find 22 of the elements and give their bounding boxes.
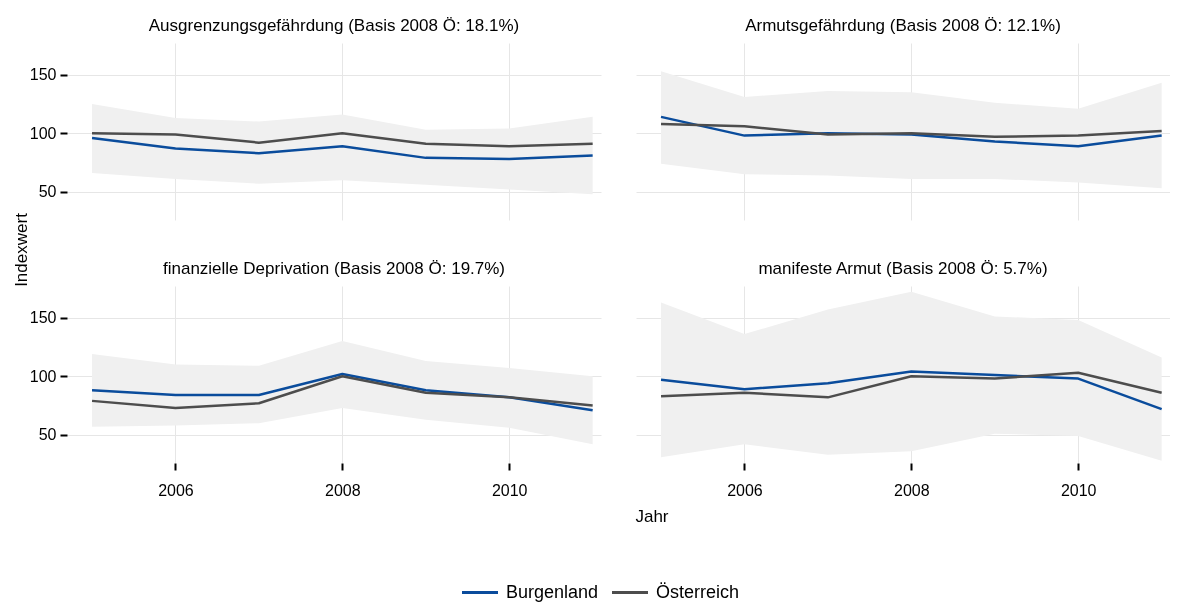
y-tick-label: 50 <box>38 183 57 201</box>
x-tick-label: 2006 <box>727 481 763 499</box>
line-series <box>90 136 594 161</box>
chart-title: finanzielle Deprivation (Basis 2008 Ö: 19.7%) <box>162 259 506 278</box>
x-tick-label: 2008 <box>894 481 930 499</box>
y-tick-label: 50 <box>38 426 57 444</box>
y-axis-title: Indexwert <box>12 213 32 287</box>
x-tick-label: 2008 <box>325 481 361 499</box>
chart-title: Armutsgefährdung (Basis 2008 Ö: 12.1%) <box>745 16 1061 35</box>
legend-label: Burgenland <box>505 582 599 603</box>
y-tick-label: 150 <box>29 309 57 327</box>
x-tick-label: 2006 <box>158 481 194 499</box>
chart-title: manifeste Armut (Basis 2008 Ö: 5.7%) <box>758 259 1048 278</box>
y-tick-label: 100 <box>29 367 57 385</box>
x-tick-label: 2010 <box>1060 481 1097 499</box>
line-series <box>90 132 594 148</box>
x-tick-label: 2010 <box>491 481 528 499</box>
chart-title: Ausgrenzungsgefährdung (Basis 2008 Ö: 18.1%) <box>148 16 520 35</box>
y-tick-label: 100 <box>29 124 57 142</box>
y-tick-label: 150 <box>29 66 57 84</box>
legend-label: Österreich <box>656 582 740 603</box>
x-axis-title: Jahr <box>635 507 669 527</box>
